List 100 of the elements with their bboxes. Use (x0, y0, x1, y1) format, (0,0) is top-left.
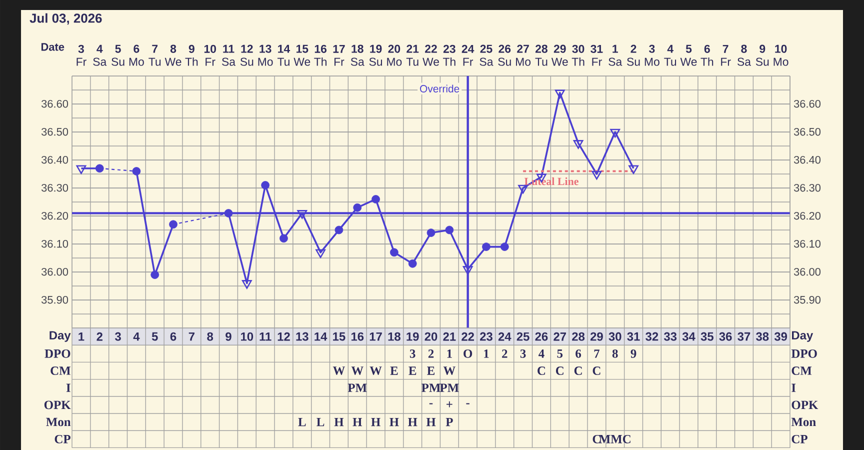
text: C (538, 366, 546, 375)
x-tick-label: 8 We (164, 44, 182, 66)
x-tick-label: 29 (590, 332, 603, 341)
x-tick-label: 35 (700, 332, 714, 341)
y-tick-label: 35.90 (41, 296, 68, 304)
x-axis-title: Day (50, 331, 71, 342)
x-tick-label: 18 Sa (350, 44, 364, 66)
y-tick-label: CM (50, 366, 70, 375)
x-tick-label: 3 (114, 332, 121, 341)
x-tick-label: 24 (498, 332, 512, 341)
point (95, 164, 104, 173)
x-tick-label: 38 (756, 332, 769, 341)
y2-tick-label: 36.60 (794, 100, 821, 108)
x-tick-label: 4 (133, 332, 140, 341)
text: 2 (428, 350, 434, 358)
point (224, 209, 233, 218)
x-tick-label: 4 Sa (93, 44, 107, 66)
ref-line-label: Override (420, 84, 460, 92)
text: C (556, 366, 564, 375)
x-tick-label: 14 Tu (278, 44, 290, 66)
x-tick-label: 8 (207, 332, 214, 341)
x-tick-label: 20 Mo (387, 44, 402, 66)
y-tick-label: Mon (46, 418, 71, 426)
y2-tick-label: OPK (792, 400, 818, 410)
x-tick-label: 29 We (551, 44, 568, 66)
y2-tick-label: CM (792, 366, 812, 375)
x-tick-label: 6 (170, 332, 176, 341)
y2-tick-label: DPO (791, 349, 817, 358)
text: - (429, 403, 433, 404)
x-tick-label: 25 (516, 332, 530, 341)
x-tick-label: 27 (554, 332, 566, 341)
text: 8 (612, 349, 618, 358)
x-tick-label: 18 (388, 332, 400, 341)
x-tick-label: 30 Th (572, 44, 584, 66)
y-tick-label: 36.40 (41, 156, 68, 164)
point (132, 167, 141, 176)
x-tick-label: 11 Sa (222, 44, 236, 66)
y2-tick-label: 36.40 (794, 156, 821, 164)
x-tick-label: 10 (241, 332, 254, 341)
x-tick-label: 1 (78, 332, 84, 341)
text: W (332, 366, 345, 375)
x-tick-label: 16 (351, 332, 364, 341)
x-tick-label: 9 (226, 332, 232, 341)
text: P (446, 418, 453, 426)
point (462, 266, 473, 275)
chart-title: Jul 03, 2026 (30, 13, 102, 25)
text: H (334, 418, 344, 426)
x-tick-label: 6 Mo (129, 44, 144, 66)
y2-tick-label: 36.50 (794, 128, 821, 136)
x-tick-label: 5 We (680, 44, 697, 66)
y-tick-label: 36.60 (41, 100, 68, 108)
point (482, 242, 490, 251)
point (426, 228, 436, 237)
x-tick-label: 7 Tu (148, 44, 161, 66)
text: L (298, 418, 306, 426)
y-tick-label: DPO (44, 349, 70, 358)
point (628, 165, 638, 174)
point (390, 248, 398, 257)
x-tick-label: 14 (314, 332, 328, 341)
x-tick-label: 12 Su (240, 44, 254, 66)
x-tick-label: 13 (296, 332, 308, 341)
x-tick-label: 9 Su (756, 44, 769, 66)
point (316, 249, 326, 258)
y-tick-label: 36.30 (41, 184, 68, 192)
x-tick-label: 26 Su (498, 44, 511, 66)
text: 5 (557, 350, 563, 358)
y-tick-label: 36.20 (41, 212, 68, 220)
text: E (408, 366, 416, 375)
x-tick-label: 19 Su (369, 44, 382, 66)
x-tick-label: 20 (424, 332, 438, 341)
x-tick-label: 2 (96, 332, 102, 341)
x-tick-label: 24 Fr (462, 44, 474, 66)
x-tick-label: 10 Mo (774, 44, 788, 66)
x-tick-label: 22 We (422, 44, 439, 66)
x-tick-label: 13 Mo (258, 44, 273, 66)
point (554, 90, 565, 98)
x-tick-label: 15 (333, 332, 346, 341)
text: L (316, 418, 324, 426)
x-tick-label: 15 We (294, 44, 310, 66)
x-tick-label: 39 (774, 332, 787, 341)
x-tick-label: 1 Sa (608, 44, 622, 66)
point (372, 195, 380, 204)
text: + (446, 401, 452, 408)
y-tick-label: 36.10 (41, 240, 68, 248)
y-tick-label: 36.00 (41, 268, 68, 276)
x-tick-label: 34 (682, 332, 696, 341)
x-tick-label: 23 (480, 332, 492, 341)
text: H (408, 418, 418, 426)
x-tick-label: 26 (535, 332, 548, 341)
point (610, 128, 620, 138)
text: 1 (447, 350, 452, 358)
text: W (443, 366, 456, 375)
x-tick-label: 32 (646, 332, 658, 341)
y2-tick-label: 36.30 (794, 184, 821, 192)
text: 3 (520, 349, 526, 358)
y2-tick-label: 36.20 (794, 212, 821, 220)
text: C (592, 434, 600, 444)
x-tick-label: 3 Fr (76, 44, 86, 66)
text: 9 (630, 349, 636, 358)
text: 4 (538, 350, 544, 358)
